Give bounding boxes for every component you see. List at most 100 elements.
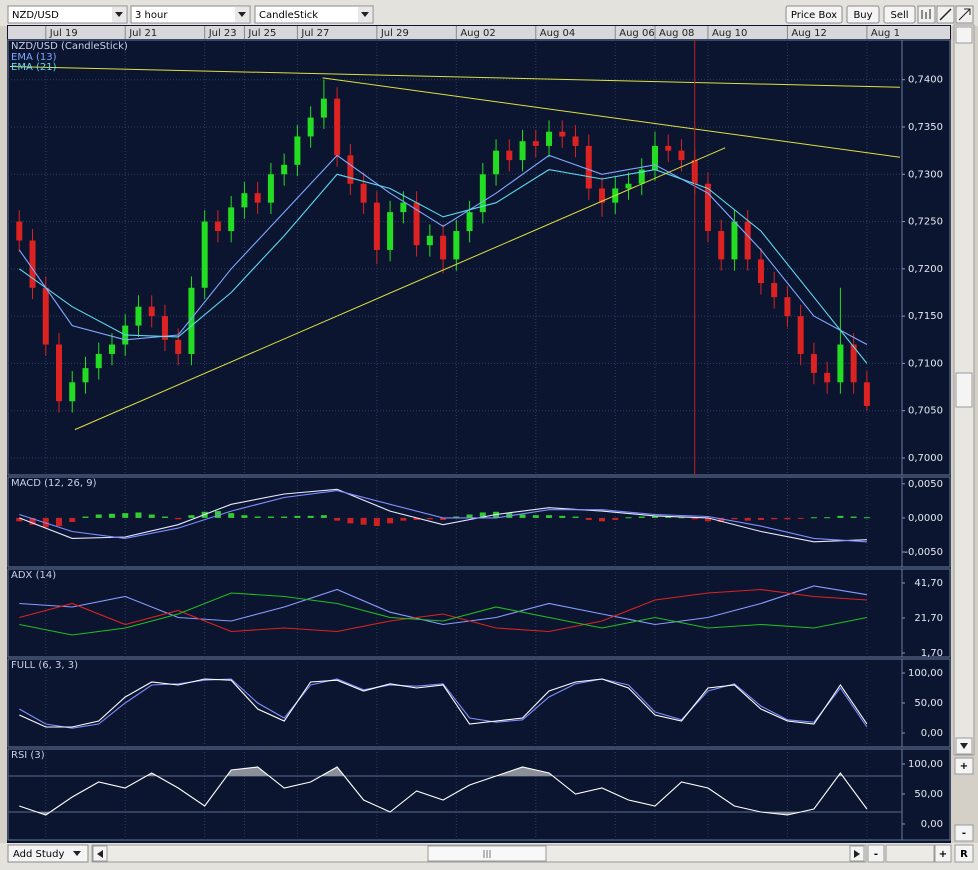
candle-body — [387, 212, 394, 250]
candle-body — [532, 141, 539, 146]
histogram-bar — [651, 515, 658, 518]
plot-area — [8, 749, 902, 840]
x-tick-label: Aug 02 — [460, 28, 495, 39]
histogram-bar — [161, 516, 168, 518]
candle-body — [29, 240, 36, 288]
candle-body — [82, 368, 89, 383]
zoom-out[interactable] — [954, 824, 974, 842]
zoom-out[interactable] — [867, 844, 885, 863]
y-tick-label: 0,7050 — [908, 406, 943, 417]
candle-body — [69, 382, 76, 402]
candle-body — [824, 372, 831, 383]
y-tick-label: 0,7350 — [908, 122, 943, 133]
histogram-bar — [453, 516, 460, 518]
candle-body — [651, 145, 658, 170]
y-tick-label: 0,00 — [921, 728, 943, 739]
reset-button[interactable] — [954, 844, 974, 863]
button-label: - — [874, 849, 878, 860]
histogram-bar — [347, 517, 354, 524]
toolbar-button[interactable] — [883, 5, 916, 24]
histogram-bar — [784, 517, 791, 520]
x-tick-label: Jul 21 — [128, 28, 157, 39]
candle-body — [665, 145, 672, 151]
candle-body — [678, 150, 685, 161]
histogram-bar — [320, 515, 327, 518]
candle-body — [108, 344, 115, 354]
icon-glyph — [958, 8, 971, 21]
candle-body — [188, 287, 195, 354]
date-strip-corner — [902, 26, 950, 39]
candle-body — [241, 193, 248, 208]
candle-body — [148, 306, 155, 317]
panel — [7, 748, 951, 841]
candle-body — [625, 183, 632, 189]
x-tick-label: Aug 04 — [540, 28, 575, 39]
toolbar-button[interactable] — [785, 5, 843, 24]
y-tick-label: 50,00 — [914, 789, 943, 800]
zoom-in[interactable] — [954, 757, 974, 775]
interval-select[interactable] — [130, 5, 251, 24]
y-tick-label: 0,7250 — [908, 217, 943, 228]
y-tick-label: 1,70 — [921, 648, 943, 659]
x-tick-label: Aug 08 — [659, 28, 694, 39]
button-label: R — [960, 849, 968, 860]
zoom-in[interactable] — [934, 844, 952, 863]
histogram-bar — [294, 515, 301, 518]
histogram-bar — [612, 517, 619, 520]
histogram-bar — [69, 517, 76, 522]
candle-body — [506, 150, 513, 161]
y-tick-label: 0,7400 — [908, 75, 943, 86]
button-label: Price Box — [791, 10, 837, 21]
button-label: + — [960, 761, 968, 772]
candle-body — [440, 235, 447, 260]
histogram-bar — [665, 516, 672, 518]
candle-body — [493, 150, 500, 175]
histogram-bar — [559, 515, 566, 518]
histogram-bar — [810, 517, 817, 519]
toolbar-button[interactable] — [846, 5, 880, 24]
candle-body — [757, 259, 764, 284]
candle-body — [704, 183, 711, 232]
histogram-bar — [757, 517, 764, 520]
panel-title: ADX (14) — [11, 570, 56, 581]
plot-area — [19, 569, 868, 657]
candle-body — [453, 231, 460, 260]
panel — [7, 568, 951, 658]
histogram-bar — [228, 513, 235, 518]
arrow-glyph — [97, 850, 103, 858]
scroll-up[interactable] — [955, 26, 973, 44]
histogram-bar — [214, 511, 221, 518]
histogram-bar — [95, 514, 102, 518]
series-line — [19, 488, 867, 543]
histogram-bar — [863, 517, 870, 519]
histogram-bar — [599, 517, 606, 522]
panel — [7, 39, 951, 476]
arrow-glyph — [960, 743, 968, 749]
candle-body — [334, 98, 341, 156]
panel — [7, 658, 951, 748]
candle-body — [850, 344, 857, 383]
panel — [7, 476, 951, 568]
candle-body — [837, 344, 844, 383]
histogram-bar — [638, 516, 645, 518]
candle-body — [56, 344, 63, 402]
chart-type-select[interactable] — [254, 5, 374, 24]
interval-text: 3 hour — [135, 10, 168, 21]
candle-body — [519, 141, 526, 161]
histogram-bar — [281, 516, 288, 518]
x-tick-label: Aug 1 — [871, 28, 900, 39]
candle-body — [175, 339, 182, 354]
zoom-track[interactable] — [885, 844, 935, 863]
histogram-bar — [691, 517, 698, 520]
histogram-bar — [400, 517, 407, 521]
candle-body — [810, 353, 817, 373]
add-study-button[interactable] — [7, 844, 89, 863]
histogram-bar — [387, 517, 394, 524]
histogram-bar — [426, 517, 433, 520]
y-tick-label: 0,7100 — [908, 358, 943, 369]
symbol-select[interactable] — [7, 5, 128, 24]
candle-body — [784, 297, 791, 317]
legend-entry: EMA (13) — [11, 52, 57, 63]
scroll-thumb[interactable] — [955, 372, 973, 408]
histogram-bar — [466, 514, 473, 518]
